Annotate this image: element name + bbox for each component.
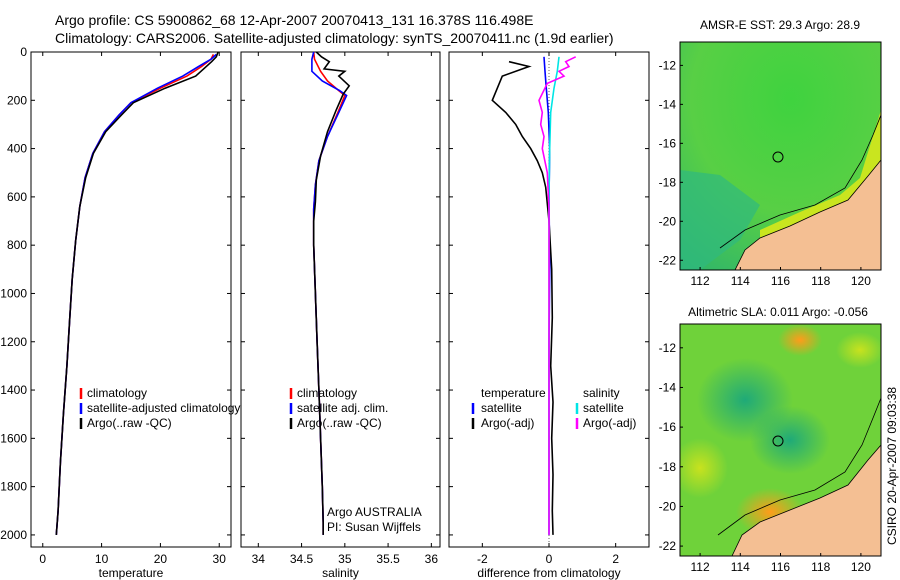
difference-xtick-label: 0: [546, 552, 553, 566]
temperature-legend-label: climatology: [87, 386, 147, 400]
sst-map-title: AMSR-E SST: 29.3 Argo: 28.9: [700, 18, 860, 32]
difference-legend-label: satellite: [583, 401, 624, 415]
difference-xtick-label: -2: [477, 552, 488, 566]
sla_map-ytick-label: -22: [659, 539, 677, 553]
salinity-profile-panel: 34 34.5 35 35.5 36 salinity climatologysatelli…: [240, 51, 441, 580]
difference-legend-label: Argo(-adj): [481, 416, 534, 430]
sst_map-xtick-label: 112: [691, 274, 710, 288]
sla_map-xtick-label: 116: [771, 560, 790, 574]
depth-tick-label: 200: [7, 93, 27, 107]
salinity-xtick-label: 34.5: [290, 552, 314, 566]
sla-land: [731, 444, 881, 556]
sla_map-xtick-label: 114: [731, 560, 750, 574]
sst_map-xtick-label: 120: [851, 274, 871, 288]
sst_map-ytick-label: -18: [659, 175, 677, 189]
temperature-xtick-label: 20: [154, 552, 168, 566]
sst-land: [734, 159, 881, 270]
temperature-legend-label: satellite-adjusted climatology: [87, 401, 240, 415]
sla_map-ytick-label: -12: [659, 341, 677, 355]
sla_map-ytick-label: -16: [659, 420, 677, 434]
difference-series-salinity-argo-adj-: [538, 56, 577, 535]
sla-float-marker: [772, 435, 784, 447]
sla-yellow-blob-west: [680, 438, 728, 498]
sla-high-blob-north: [778, 324, 822, 356]
sla-yellow-blob-east: [836, 332, 881, 368]
sla_map-xtick-label: 112: [691, 560, 710, 574]
depth-tick-label: 1800: [0, 480, 27, 494]
sla_map-xtick-label: 118: [811, 560, 830, 574]
temperature-plot-frame: [30, 51, 232, 548]
sst-float-marker: [772, 151, 784, 163]
difference-series-temperature-argo-adj-: [491, 60, 554, 535]
figure-title-line1: Argo profile: CS 5900862_68 12-Apr-2007 …: [55, 12, 533, 28]
salinity-xlabel: salinity: [322, 566, 359, 580]
depth-tick-label: 1400: [0, 383, 27, 397]
temperature-xtick-label: 0: [39, 552, 46, 566]
salinity-series-argo-raw-qc-: [312, 51, 351, 535]
figure-title-line2: Climatology: CARS2006. Satellite-adjuste…: [55, 30, 613, 46]
timestamp-label: CSIRO 20-Apr-2007 09:03:38: [885, 387, 899, 545]
sst-map: [680, 42, 881, 270]
depth-tick-label: 400: [7, 142, 27, 156]
temperature-xtick-label: 30: [213, 552, 227, 566]
depth-tick-label: 1200: [0, 335, 27, 349]
difference-legend-label: Argo(-adj): [583, 416, 636, 430]
temperature-series-argo-raw-qc-: [55, 51, 219, 535]
depth-tick-label: 800: [7, 238, 27, 252]
salinity-xtick-label: 35.5: [376, 552, 400, 566]
sla-map-axes: 112 114 116 118 120 -12 -14 -16 -18 -20 -22: [659, 341, 872, 574]
depth-tick-label: 2000: [0, 528, 27, 542]
institution-note: Argo AUSTRALIA: [327, 505, 422, 519]
sst_map-xtick-label: 116: [771, 274, 790, 288]
sla-map-title: Altimetric SLA: 0.011 Argo: -0.056: [688, 305, 868, 319]
sst-depth-contour: [719, 114, 881, 249]
depth-tick-label: 600: [7, 190, 27, 204]
sla_map-xtick-label: 120: [851, 560, 871, 574]
sst-map-axes: 112 114 116 118 120 -12 -14 -16 -18 -20 -22: [659, 58, 872, 288]
sst_map-xtick-label: 118: [811, 274, 830, 288]
sla_map-ytick-label: -18: [659, 460, 677, 474]
salinity-legend-label: satellite adj. clim.: [297, 401, 388, 415]
sla_map-ytick-label: -14: [659, 380, 677, 394]
salinity-plot-frame: [240, 51, 441, 548]
depth-tick-label: 1600: [0, 431, 27, 445]
sst_map-xtick-label: 114: [731, 274, 750, 288]
depth-tick-label: 0: [20, 45, 27, 59]
depth-tick-label: 1000: [0, 286, 27, 300]
sst_map-ytick-label: -14: [659, 97, 677, 111]
salinity-xtick-label: 36: [425, 552, 439, 566]
pi-note: PI: Susan Wijffels: [327, 520, 421, 534]
sst_map-ytick-label: -16: [659, 136, 677, 150]
sla-low-blob-center: [750, 406, 830, 474]
sst-cool-band: [680, 170, 760, 270]
difference-xtick-label: 2: [612, 552, 619, 566]
difference-legend-label: satellite: [481, 401, 522, 415]
temperature-legend-label: Argo(..raw -QC): [87, 416, 172, 430]
salinity-xtick-label: 34: [252, 552, 266, 566]
sla-map: [680, 324, 881, 556]
sla-depth-contour: [717, 397, 881, 536]
difference-xlabel: difference from climatology: [477, 566, 620, 580]
salinity-legend-label: Argo(..raw -QC): [297, 416, 382, 430]
sst_map-ytick-label: -20: [659, 214, 677, 228]
temperature-xtick-label: 10: [95, 552, 109, 566]
temperature-xlabel: temperature: [99, 566, 164, 580]
sla_map-ytick-label: -20: [659, 499, 677, 513]
sst_map-ytick-label: -12: [659, 58, 677, 72]
temperature-profile-panel: 0 10 20 30 temperature 0 200 400 600 800 1000 1200 1…: [0, 45, 240, 580]
salinity-legend-label: climatology: [297, 386, 357, 400]
salinity-xtick-label: 35: [338, 552, 352, 566]
difference-legend-temperature-title: temperature: [481, 386, 546, 400]
sst_map-ytick-label: -22: [659, 253, 677, 267]
difference-legend-salinity-title: salinity: [583, 386, 620, 400]
